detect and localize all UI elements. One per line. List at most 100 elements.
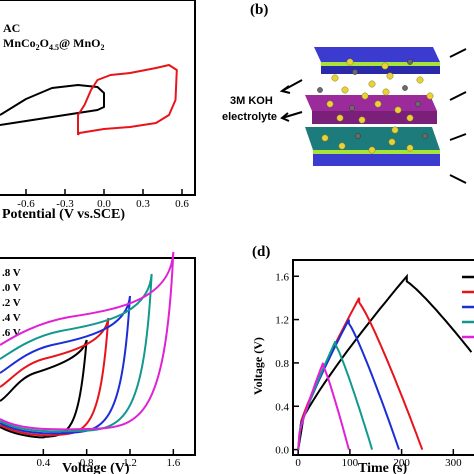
ion-particle bbox=[368, 80, 376, 88]
panel-c-series bbox=[0, 295, 131, 435]
panel-a-xlabel: Potential (V vs.SCE) bbox=[2, 207, 125, 222]
plate-bottom-side bbox=[313, 154, 440, 166]
plate-mid-side bbox=[312, 111, 437, 124]
ion-particle bbox=[338, 142, 346, 150]
panel-a-x-ticks: -0.6 -0.3 0.0 0.3 0.6 bbox=[17, 189, 189, 210]
panel-a-tick-label: 0.6 bbox=[175, 198, 189, 210]
plate-bottom-face bbox=[305, 127, 440, 150]
ion-particle bbox=[361, 92, 369, 100]
panel-b: (b) 3M KOH electrolyte bbox=[222, 2, 467, 184]
ion-particle bbox=[406, 114, 414, 122]
ion-particle bbox=[352, 69, 358, 75]
ion-particle bbox=[415, 101, 421, 107]
arrow-right-1 bbox=[449, 48, 467, 58]
ion-particles bbox=[317, 58, 434, 154]
panel-c-series bbox=[0, 339, 88, 439]
plate-mid-face bbox=[305, 95, 437, 111]
ion-particle bbox=[381, 62, 389, 70]
arrowhead-left-up bbox=[279, 85, 291, 94]
panel-d-curves bbox=[297, 273, 473, 450]
panel-d-series bbox=[297, 340, 374, 450]
ion-particle bbox=[358, 116, 366, 124]
panel-c-x-ticks: 0.4 0.8 1.2 1.6 bbox=[36, 449, 181, 469]
panel-c-legend-item: .2 V bbox=[2, 297, 21, 309]
panel-a-tick-label: -0.3 bbox=[56, 198, 74, 210]
panel-c-tick-label: 0.8 bbox=[80, 457, 94, 469]
panel-d-series bbox=[297, 297, 424, 450]
panel-d-xtick-label: 100 bbox=[342, 457, 359, 469]
panel-d-series bbox=[297, 362, 350, 450]
panel-a-tick-label: -0.6 bbox=[17, 198, 35, 210]
plate-bottom-band bbox=[313, 150, 440, 154]
arrow-right-3 bbox=[449, 133, 467, 141]
panel-d-ytick-label: 1.6 bbox=[275, 271, 289, 283]
panel-a-legend-ac: AC bbox=[3, 21, 20, 35]
panel-d-xtick-label: 200 bbox=[393, 457, 410, 469]
arrow-right-4 bbox=[449, 174, 467, 184]
ion-particle bbox=[382, 88, 390, 96]
panel-c-series bbox=[0, 251, 175, 431]
ion-particle bbox=[355, 133, 361, 139]
panel-d-frame bbox=[292, 259, 474, 456]
panel-d-series bbox=[297, 273, 473, 450]
panel-d-xlabel: Time (s) bbox=[358, 461, 407, 474]
panel-c-tick-label: 1.6 bbox=[166, 457, 180, 469]
ion-particle bbox=[336, 114, 344, 122]
ion-particle bbox=[391, 126, 399, 134]
panel-d-ytick-label: 1.2 bbox=[275, 315, 289, 327]
ion-particle bbox=[406, 144, 414, 152]
ion-particle bbox=[317, 87, 323, 93]
ion-particle bbox=[346, 58, 354, 66]
panel-d-series bbox=[297, 319, 400, 450]
panel-b-electrolyte-line1: 3M KOH bbox=[230, 95, 273, 107]
panel-a-frame bbox=[0, 0, 196, 196]
panel-c-tick-label: 1.2 bbox=[123, 457, 137, 469]
ion-particle bbox=[407, 59, 413, 65]
panel-d-ytick-label: 0.0 bbox=[275, 445, 289, 457]
panel-a-tick-label: 0.0 bbox=[97, 198, 111, 210]
arrowhead-left-down bbox=[280, 112, 290, 122]
arrow-right-2 bbox=[449, 91, 467, 101]
panel-c-legend-item: .0 V bbox=[2, 282, 21, 294]
ion-particle bbox=[422, 133, 428, 139]
plate-top-band bbox=[321, 62, 440, 66]
panel-c-series bbox=[0, 317, 110, 437]
panel-c-legend-item: .8 V bbox=[2, 267, 21, 279]
ion-particle bbox=[326, 100, 334, 108]
ion-particle bbox=[321, 134, 329, 142]
ion-particle bbox=[388, 138, 396, 146]
plate-top-face bbox=[314, 47, 440, 62]
ion-particle bbox=[402, 85, 408, 91]
arrows bbox=[279, 48, 467, 184]
panel-d-xtick-label: 300 bbox=[445, 457, 462, 469]
ion-particle bbox=[341, 86, 349, 94]
panel-a: AC MnCo2O4.5@ MnO2 -0.6 -0.3 0.0 0.3 0.6 Pot… bbox=[0, 0, 196, 222]
panel-b-electrolyte-line2: electrolyte bbox=[222, 111, 277, 123]
panel-c-frame bbox=[0, 257, 196, 456]
panel-d-ylabel: Voltage (V) bbox=[251, 337, 265, 395]
panel-d-ytick-label: 0.8 bbox=[275, 358, 289, 370]
panel-c-legend: .8 V.0 V.2 V.4 V.6 V bbox=[2, 267, 21, 339]
panel-a-legend-mnco: MnCo2O4.5@ MnO2 bbox=[3, 36, 105, 52]
panel-c-curves bbox=[0, 251, 175, 439]
panel-d-legend bbox=[462, 275, 474, 339]
arrow-left-down bbox=[281, 111, 303, 119]
panel-d-ticks: 0 100 200 300 0.0 0.4 0.8 1.2 1.6 bbox=[275, 271, 462, 469]
panel-b-label: (b) bbox=[250, 2, 268, 18]
panel-c-tick-label: 0.4 bbox=[36, 457, 50, 469]
panel-a-series-mnco bbox=[77, 64, 178, 136]
panel-c-xlabel: Voltage (V) bbox=[62, 461, 130, 474]
ion-particle bbox=[368, 146, 376, 154]
panel-c: .8 V.0 V.2 V.4 V.6 V 0.4 0.8 1.2 1.6 Voltag… bbox=[0, 251, 196, 474]
panel-a-series-ac bbox=[0, 84, 105, 126]
ion-particle bbox=[416, 76, 424, 84]
ion-particle bbox=[394, 106, 402, 114]
panel-c-series bbox=[0, 273, 153, 433]
panel-d: (d) 0 100 200 300 0.0 0.4 0.8 1.2 1.6 Time (s) V… bbox=[251, 244, 474, 474]
ion-particle bbox=[349, 105, 355, 111]
panel-a-curves bbox=[0, 64, 178, 136]
ion-particle bbox=[331, 74, 339, 82]
panel-d-xtick-label: 0 bbox=[295, 457, 301, 469]
panel-a-tick-label: 0.3 bbox=[136, 198, 150, 210]
ion-particle bbox=[386, 72, 394, 80]
